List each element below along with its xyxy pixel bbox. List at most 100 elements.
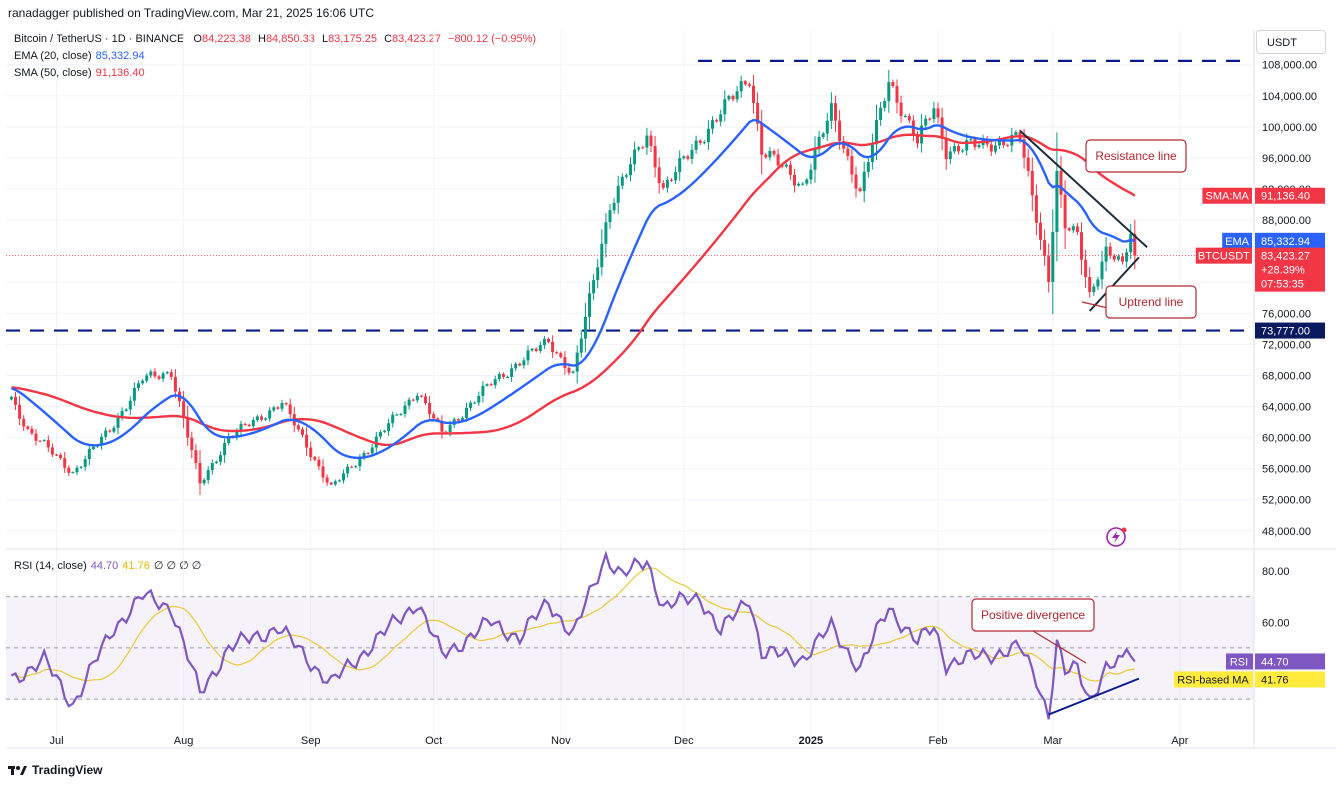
rsi-legend[interactable]: RSI (14, close) 44.70 41.76 ∅ ∅ ∅ ∅ — [14, 559, 201, 572]
candle-body[interactable] — [1043, 239, 1047, 257]
candle-body[interactable] — [719, 114, 723, 122]
candle-body[interactable] — [79, 466, 83, 468]
candle-body[interactable] — [22, 418, 26, 427]
candle-body[interactable] — [1002, 139, 1006, 146]
candle-body[interactable] — [846, 148, 850, 157]
candle-body[interactable] — [18, 404, 22, 419]
candle-body[interactable] — [596, 267, 600, 281]
candle-body[interactable] — [670, 179, 673, 181]
candle-body[interactable] — [551, 341, 555, 353]
uptrend-line-callout[interactable]: Uptrend line — [1081, 285, 1197, 319]
candle-body[interactable] — [128, 400, 132, 410]
candle-body[interactable] — [538, 345, 542, 351]
candle-body[interactable] — [854, 174, 858, 189]
candle-body[interactable] — [108, 430, 112, 432]
candle-body[interactable] — [1096, 279, 1100, 287]
candle-body[interactable] — [522, 360, 526, 366]
candle-body[interactable] — [559, 353, 563, 358]
candle-body[interactable] — [124, 409, 128, 411]
candle-body[interactable] — [1133, 233, 1137, 256]
candle-body[interactable] — [542, 338, 546, 346]
candle-body[interactable] — [829, 103, 833, 121]
candle-body[interactable] — [1108, 246, 1112, 256]
candle-body[interactable] — [305, 434, 309, 448]
last-price-tag[interactable]: BTCUSDT 83,423.27 +28.39% 07:53:35 — [1195, 247, 1325, 292]
candle-body[interactable] — [280, 403, 284, 409]
candle-body[interactable] — [579, 338, 583, 353]
candle-body[interactable] — [391, 414, 395, 424]
candle-body[interactable] — [797, 183, 801, 186]
candle-body[interactable] — [838, 120, 842, 141]
candle-body[interactable] — [756, 102, 760, 124]
support-price-tag[interactable]: 73,777.00 — [1255, 322, 1325, 339]
candle-body[interactable] — [903, 116, 907, 118]
candle-body[interactable] — [772, 150, 776, 155]
candle-body[interactable] — [132, 388, 136, 401]
candle-body[interactable] — [1084, 259, 1088, 278]
candle-body[interactable] — [354, 466, 358, 468]
candle-body[interactable] — [952, 146, 956, 152]
candle-body[interactable] — [403, 405, 407, 415]
candle-body[interactable] — [834, 103, 837, 121]
candle-body[interactable] — [805, 179, 809, 184]
candle-body[interactable] — [776, 154, 780, 166]
candle-body[interactable] — [190, 437, 194, 451]
candle-body[interactable] — [747, 84, 751, 86]
candle-body[interactable] — [272, 407, 276, 411]
candle-body[interactable] — [784, 164, 788, 167]
candle-body[interactable] — [309, 447, 313, 458]
candle-body[interactable] — [977, 145, 981, 148]
candle-body[interactable] — [362, 453, 366, 459]
candle-body[interactable] — [1112, 255, 1116, 260]
candle-body[interactable] — [395, 414, 399, 416]
candle-body[interactable] — [120, 410, 124, 418]
candle-body[interactable] — [481, 385, 485, 396]
candle-body[interactable] — [260, 416, 263, 420]
candle-body[interactable] — [284, 403, 288, 405]
candle-body[interactable] — [957, 146, 960, 152]
candle-body[interactable] — [555, 352, 559, 354]
candle-body[interactable] — [862, 171, 866, 192]
candle-body[interactable] — [698, 140, 702, 143]
candle-body[interactable] — [251, 420, 255, 427]
candle-body[interactable] — [809, 169, 813, 180]
candle-body[interactable] — [633, 149, 637, 165]
candle-body[interactable] — [378, 432, 382, 437]
candle-body[interactable] — [682, 156, 686, 159]
candle-body[interactable] — [821, 133, 825, 137]
candle-body[interactable] — [604, 222, 608, 244]
candle-body[interactable] — [592, 280, 596, 294]
candle-body[interactable] — [1006, 145, 1010, 147]
candle-body[interactable] — [255, 416, 259, 421]
candle-body[interactable] — [665, 179, 669, 188]
candle-body[interactable] — [485, 384, 489, 386]
candle-body[interactable] — [342, 473, 345, 481]
snapshot-icon[interactable] — [1106, 527, 1127, 547]
candle-body[interactable] — [112, 427, 116, 432]
candle-body[interactable] — [473, 402, 477, 404]
candle-body[interactable] — [75, 467, 79, 473]
candle-body[interactable] — [219, 455, 222, 462]
candle-body[interactable] — [641, 147, 645, 149]
candle-body[interactable] — [932, 108, 936, 120]
candle-body[interactable] — [875, 120, 878, 145]
candle-body[interactable] — [87, 449, 91, 460]
candle-body[interactable] — [739, 81, 743, 92]
candle-body[interactable] — [588, 293, 591, 317]
candle-body[interactable] — [674, 171, 678, 181]
candle-body[interactable] — [346, 466, 350, 474]
candle-body[interactable] — [788, 164, 792, 175]
candle-body[interactable] — [961, 150, 965, 152]
candle-body[interactable] — [530, 348, 534, 351]
candle-body[interactable] — [477, 395, 481, 403]
candle-body[interactable] — [629, 164, 632, 176]
rsi-divergence-trendline[interactable] — [1048, 677, 1140, 716]
candle-body[interactable] — [1125, 252, 1129, 262]
candle-body[interactable] — [165, 372, 169, 374]
candle-body[interactable] — [870, 144, 874, 163]
candle-body[interactable] — [206, 470, 210, 480]
candle-body[interactable] — [1129, 233, 1133, 253]
candle-body[interactable] — [169, 372, 173, 377]
candle-body[interactable] — [567, 367, 571, 373]
candle-body[interactable] — [1051, 232, 1055, 282]
